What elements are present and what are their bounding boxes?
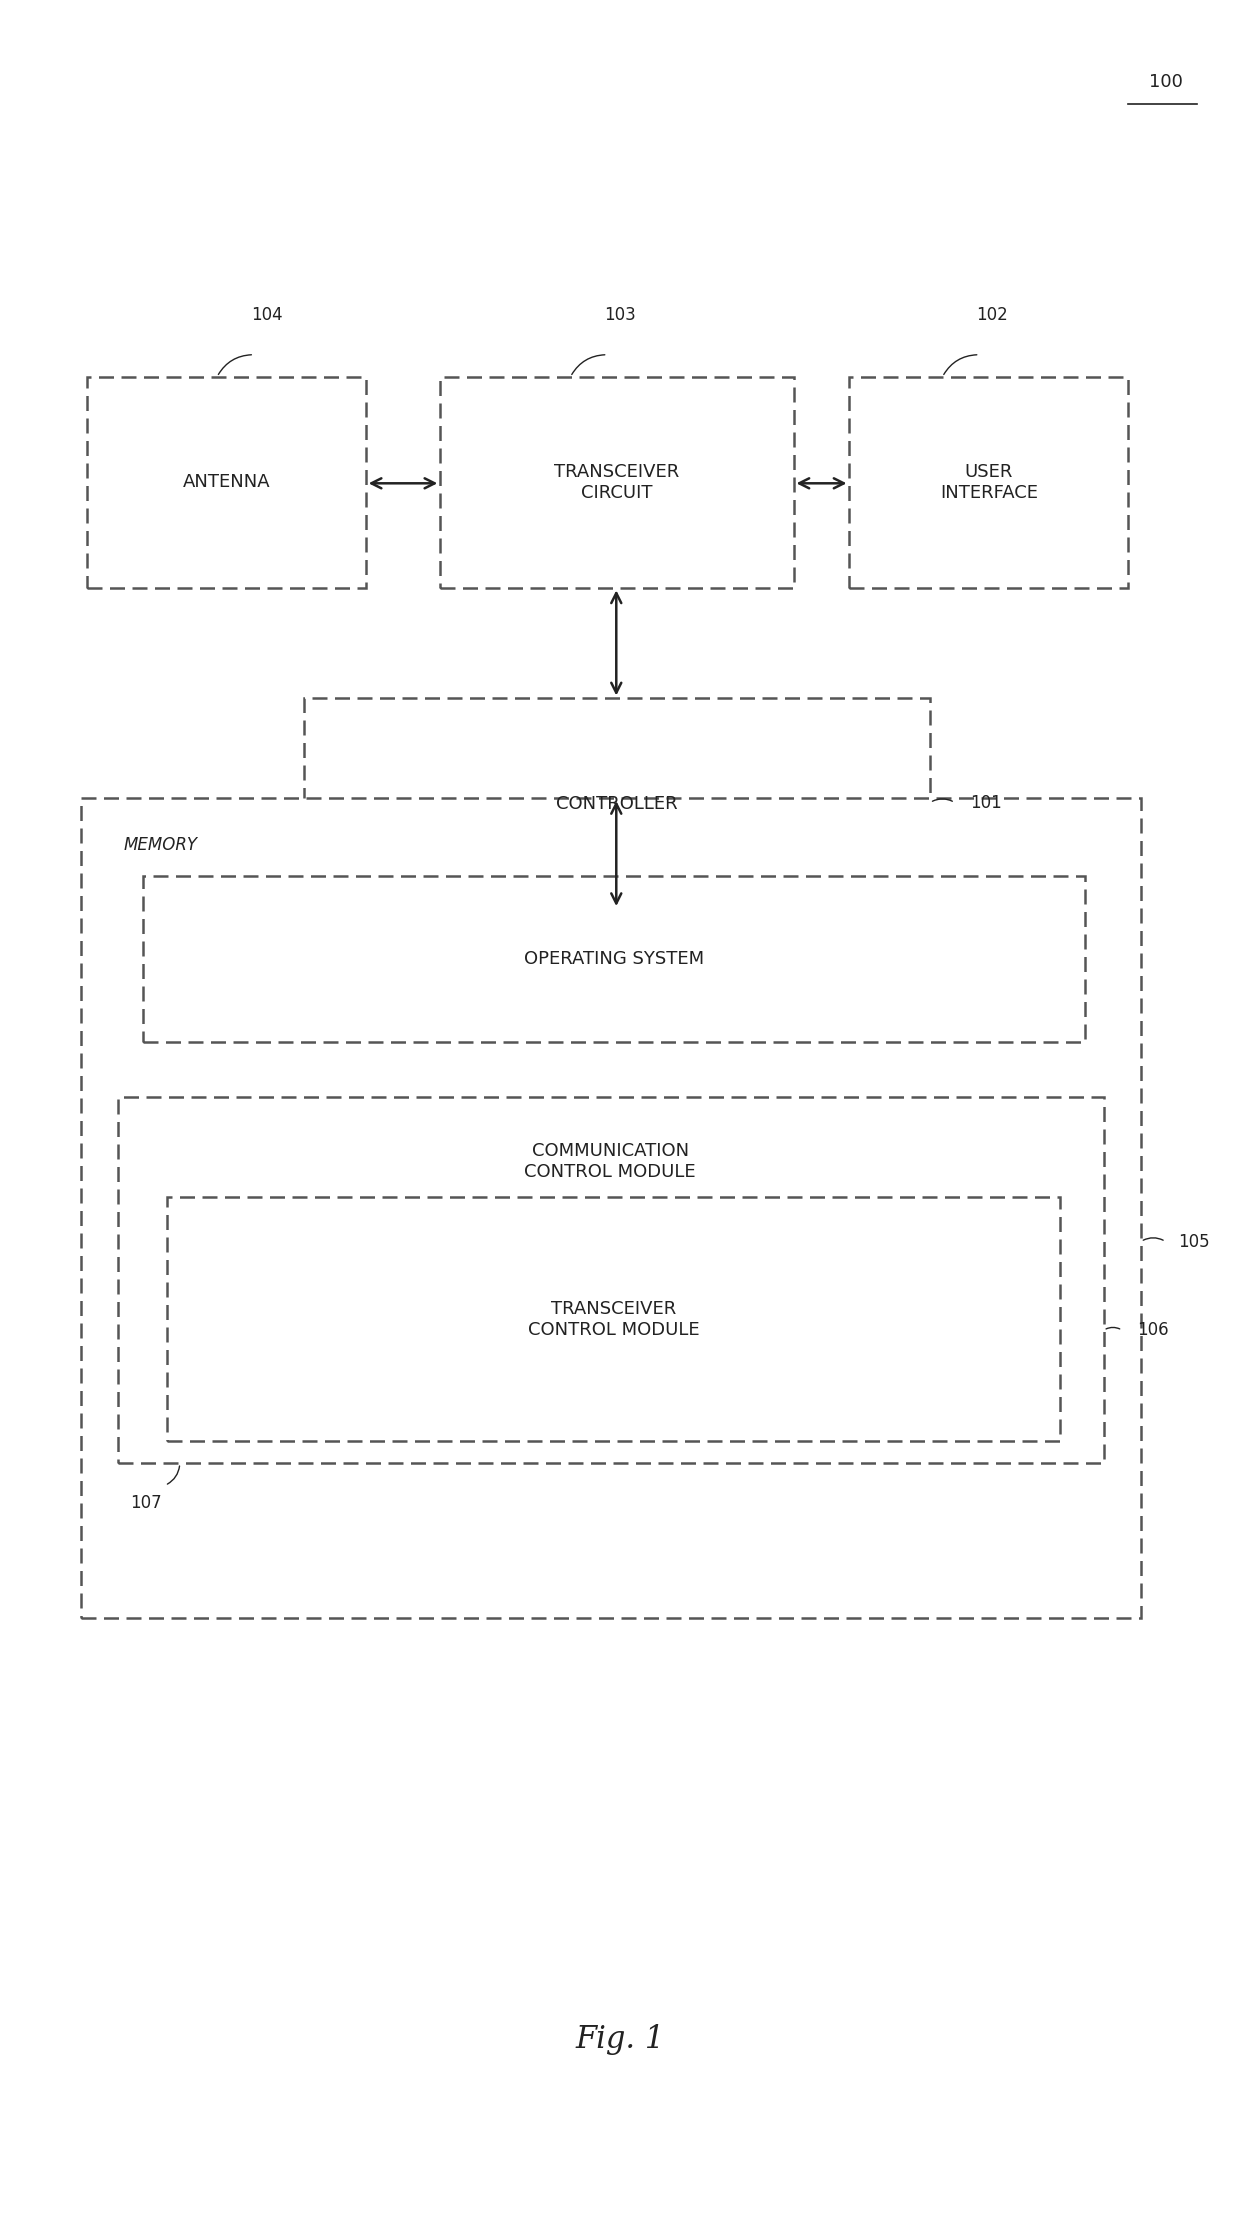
Text: CONTROLLER: CONTROLLER <box>556 794 678 814</box>
Text: MEMORY: MEMORY <box>124 836 198 854</box>
Text: 104: 104 <box>250 306 283 324</box>
Text: 106: 106 <box>1137 1321 1169 1339</box>
Bar <box>849 377 1128 588</box>
Text: 103: 103 <box>604 306 636 324</box>
Text: Fig. 1: Fig. 1 <box>575 2024 665 2055</box>
Bar <box>143 876 1085 1042</box>
Text: 100: 100 <box>1148 73 1183 91</box>
Text: USER
INTERFACE: USER INTERFACE <box>940 463 1038 501</box>
Text: TRANSCEIVER
CIRCUIT: TRANSCEIVER CIRCUIT <box>554 463 680 501</box>
Text: OPERATING SYSTEM: OPERATING SYSTEM <box>523 949 704 969</box>
Bar <box>81 798 1141 1618</box>
Bar <box>304 698 930 909</box>
Text: 107: 107 <box>130 1494 162 1512</box>
Bar <box>87 377 366 588</box>
Bar <box>440 377 794 588</box>
Text: COMMUNICATION
CONTROL MODULE: COMMUNICATION CONTROL MODULE <box>525 1142 696 1182</box>
Bar <box>167 1197 1060 1441</box>
Text: 105: 105 <box>1178 1233 1210 1250</box>
Text: 102: 102 <box>976 306 1008 324</box>
Text: TRANSCEIVER
CONTROL MODULE: TRANSCEIVER CONTROL MODULE <box>528 1299 699 1339</box>
Text: ANTENNA: ANTENNA <box>182 472 270 492</box>
Text: 101: 101 <box>970 794 1002 811</box>
Bar <box>118 1097 1104 1463</box>
